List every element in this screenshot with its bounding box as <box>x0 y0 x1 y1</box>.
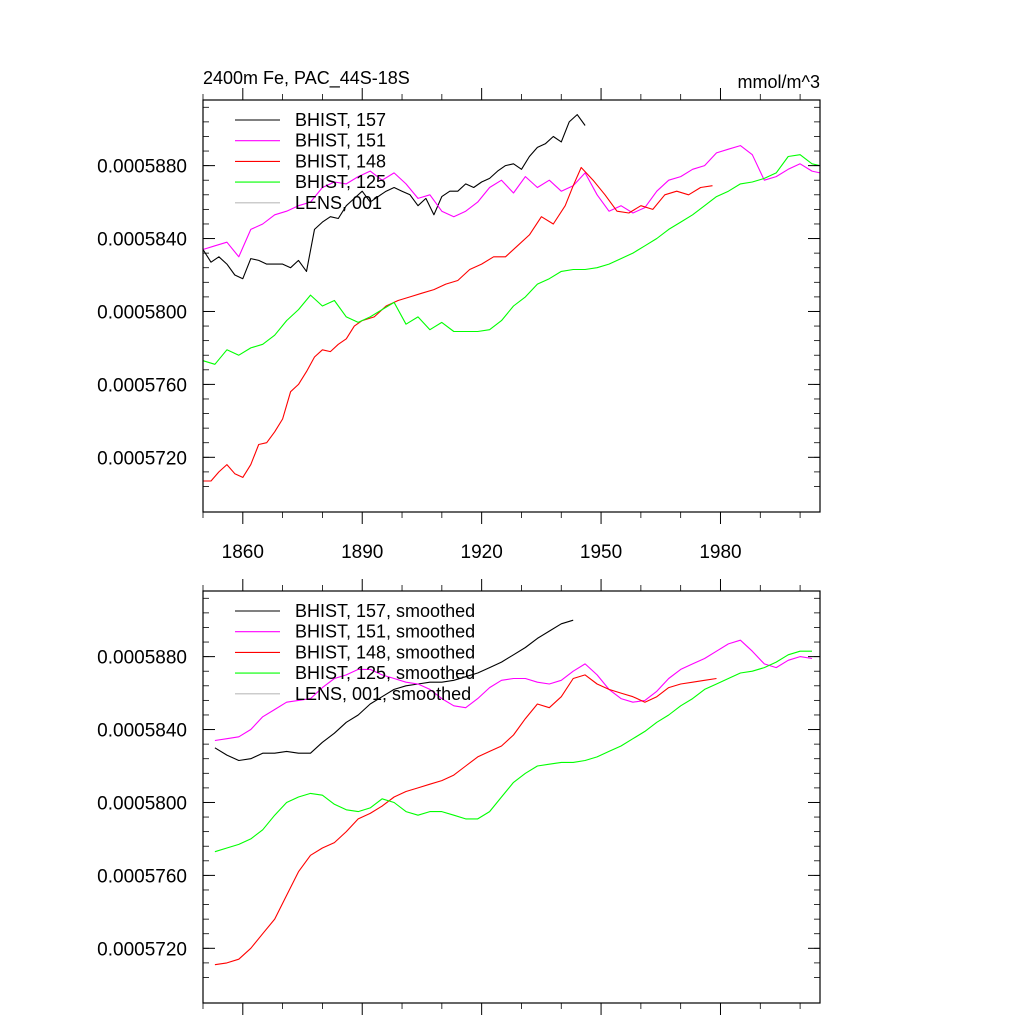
bot-series-line-0 <box>214 619 574 762</box>
top-ytick-label: 0.0005840 <box>97 230 187 251</box>
top-legend-label-0: BHIST, 157 <box>295 110 386 130</box>
top-series-line-0 <box>202 114 586 280</box>
top-tick-group: 0.0005720 0.0005760 0.0005800 0.0005840 0.00… <box>97 88 820 563</box>
bot-legend-label-4: LENS, 001, smoothed <box>295 684 471 704</box>
top-series-line-3 <box>202 154 821 365</box>
bot-legend-label-1: BHIST, 151, smoothed <box>295 622 475 642</box>
top-legend-label-3: BHIST, 125 <box>295 172 386 192</box>
bot-ytick-label: 0.0005760 <box>97 866 187 887</box>
top-xtick-label: 1980 <box>699 542 741 563</box>
bot-ytick-label: 0.0005840 <box>97 721 187 742</box>
bot-ytick-label: 0.0005800 <box>97 793 187 814</box>
bot-series-line-2 <box>214 674 717 966</box>
top-xtick-label: 1860 <box>222 542 264 563</box>
top-xtick-label: 1890 <box>341 542 383 563</box>
top-series-line-1 <box>202 145 821 258</box>
bot-ytick-label: 0.0005720 <box>97 939 187 960</box>
bot-legend-label-0: BHIST, 157, smoothed <box>295 601 475 621</box>
top-legend-label-2: BHIST, 148 <box>295 151 386 171</box>
bottom-series-group <box>214 619 813 966</box>
bottom-tick-group: 0.0005720 0.0005760 0.0005800 0.0005840 0.00… <box>97 579 820 1015</box>
top-panel-title-right: mmol/m^3 <box>738 72 820 92</box>
top-ytick-label: 0.0005760 <box>97 375 187 396</box>
top-panel-title-left: 2400m Fe, PAC_44S-18S <box>203 68 410 89</box>
top-ytick-label: 0.0005800 <box>97 302 187 323</box>
bot-series-line-1 <box>214 639 813 742</box>
top-ytick-label: 0.0005880 <box>97 157 187 178</box>
top-panel: 2400m Fe, PAC_44S-18S mmol/m^3 0.0005720… <box>97 68 821 563</box>
bot-ytick-label: 0.0005880 <box>97 648 187 669</box>
top-series-line-2 <box>203 166 713 482</box>
bottom-panel: 0.0005720 0.0005760 0.0005800 0.0005840 0.00… <box>97 579 821 1015</box>
top-legend-label-4: LENS, 001 <box>295 193 382 213</box>
bot-legend-label-2: BHIST, 148, smoothed <box>295 642 475 662</box>
top-xtick-label: 1920 <box>461 542 503 563</box>
top-series-group <box>202 114 821 482</box>
top-ytick-label: 0.0005720 <box>97 448 187 469</box>
bot-series-line-3 <box>214 650 812 853</box>
bottom-plot-frame <box>202 590 821 1004</box>
top-xtick-label: 1950 <box>580 542 622 563</box>
bot-legend-label-3: BHIST, 125, smoothed <box>295 663 475 683</box>
top-legend-label-1: BHIST, 151 <box>295 131 386 151</box>
top-plot-frame <box>202 99 821 513</box>
